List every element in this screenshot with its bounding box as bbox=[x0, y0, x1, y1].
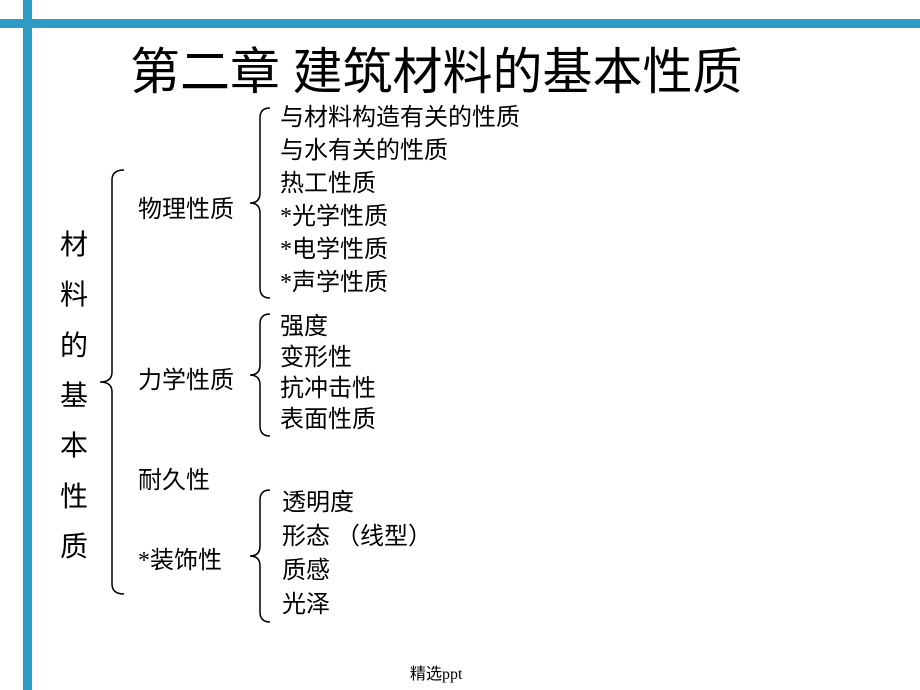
list-item: 强度 bbox=[280, 312, 376, 343]
footer-text: 精选ppt bbox=[410, 660, 462, 684]
root-label: 材料的基本性质 bbox=[60, 232, 88, 562]
list-item: 光泽 bbox=[282, 588, 432, 622]
category-bracket bbox=[250, 314, 278, 436]
list-item: 透明度 bbox=[282, 486, 432, 520]
category-label: *装饰性 bbox=[138, 540, 222, 575]
item-group: 强度变形性抗冲击性表面性质 bbox=[280, 312, 376, 436]
root-label-char: 性 bbox=[60, 484, 88, 512]
category-label: 力学性质 bbox=[138, 360, 234, 395]
root-label-char: 的 bbox=[60, 333, 88, 361]
list-item: *电学性质 bbox=[280, 234, 520, 267]
list-item: 表面性质 bbox=[280, 405, 376, 436]
list-item: 形态 （线型） bbox=[282, 520, 432, 554]
top-border bbox=[0, 19, 920, 28]
page-title: 第二章 建筑材料的基本性质 bbox=[130, 32, 743, 104]
list-item: 与水有关的性质 bbox=[280, 135, 520, 168]
left-border bbox=[23, 0, 32, 690]
list-item: *声学性质 bbox=[280, 267, 520, 300]
root-label-char: 材 bbox=[60, 232, 88, 260]
category-bracket bbox=[250, 490, 278, 622]
root-label-char: 基 bbox=[60, 383, 88, 411]
list-item: 抗冲击性 bbox=[280, 374, 376, 405]
category-bracket bbox=[250, 108, 278, 298]
list-item: 变形性 bbox=[280, 343, 376, 374]
list-item: 质感 bbox=[282, 554, 432, 588]
root-bracket bbox=[100, 170, 132, 594]
category-label: 物理性质 bbox=[138, 189, 234, 224]
root-label-char: 本 bbox=[60, 433, 88, 461]
item-group: 与材料构造有关的性质与水有关的性质热工性质*光学性质*电学性质*声学性质 bbox=[280, 102, 520, 300]
list-item: 热工性质 bbox=[280, 168, 520, 201]
root-label-char: 料 bbox=[60, 282, 88, 310]
list-item: *光学性质 bbox=[280, 201, 520, 234]
root-label-char: 质 bbox=[60, 534, 88, 562]
category-label: 耐久性 bbox=[138, 460, 210, 495]
list-item: 与材料构造有关的性质 bbox=[280, 102, 520, 135]
item-group: 透明度形态 （线型）质感光泽 bbox=[282, 486, 432, 622]
